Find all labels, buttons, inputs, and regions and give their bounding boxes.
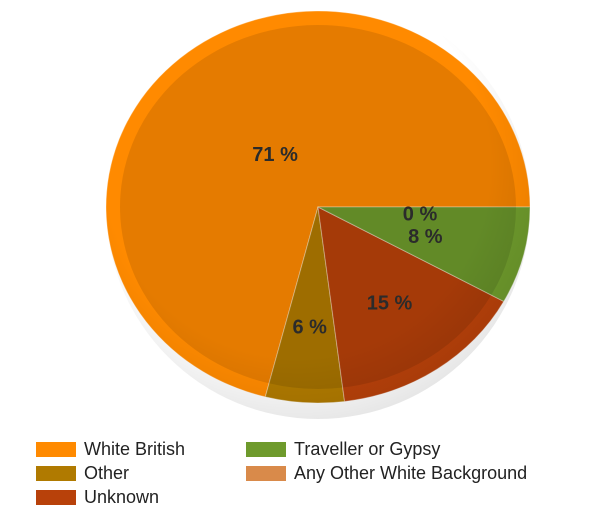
pie-plot-area: 71 % 6 % 15 % 8 %0 % (105, 0, 531, 419)
legend-item-traveller-or-gypsy: Traveller or Gypsy (246, 438, 440, 460)
legend-item-other: Other (36, 462, 129, 484)
legend-swatch (246, 465, 286, 481)
legend-swatch (246, 441, 286, 457)
legend: White British Traveller or Gypsy Other Any … (36, 438, 596, 518)
slice-value-label: 8 % (408, 226, 443, 248)
legend-item-white-british: White British (36, 438, 185, 460)
legend-item-any-other-white-background: Any Other White Background (246, 462, 527, 484)
legend-label: White British (84, 438, 186, 459)
slice-value-label: 15 % (367, 293, 413, 315)
legend-label: Any Other White Background (294, 462, 528, 483)
slice-value-label: 71 % (252, 144, 298, 166)
legend-item-unknown: Unknown (36, 486, 159, 508)
legend-label: Traveller or Gypsy (294, 438, 441, 459)
slice-value-label: 0 % (403, 203, 438, 225)
slice-value-label: 6 % (292, 317, 327, 339)
legend-label: Unknown (84, 486, 160, 507)
legend-swatch (36, 441, 76, 457)
legend-swatch (36, 489, 76, 505)
legend-label: Other (84, 462, 130, 483)
legend-swatch (36, 465, 76, 481)
